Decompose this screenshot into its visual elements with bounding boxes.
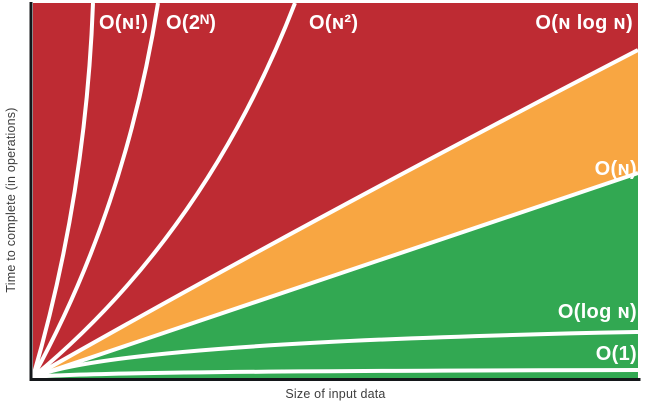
curve-n-log-n [32,48,639,379]
curve-2-power-n [31,2,160,378]
curve-n [32,171,639,379]
curve-n-factorial [31,2,95,378]
y-axis-line [29,2,33,381]
curve-label-n-factorial: O(ɴ!) [99,12,149,34]
curve-n-squared [31,2,297,379]
curve-label-constant: O(1) [595,343,637,365]
x-axis-label: Size of input data [285,387,386,401]
zone-orange [33,50,638,377]
curve-label-n-log-n: O(ɴ log ɴ) [535,12,633,34]
curve-label-log-n: O(log ɴ) [557,301,637,323]
curve-log-n [32,330,639,379]
x-axis-line [29,378,641,381]
y-axis-label: Time to complete (in operations) [4,107,18,293]
curve-label-2-power-n: O(2ᴺ) [166,12,217,34]
curve-label-n: O(ɴ) [594,158,637,180]
curve-constant [32,368,639,379]
curve-label-n-squared: O(ɴ²) [309,12,359,34]
zone-red [33,3,638,377]
